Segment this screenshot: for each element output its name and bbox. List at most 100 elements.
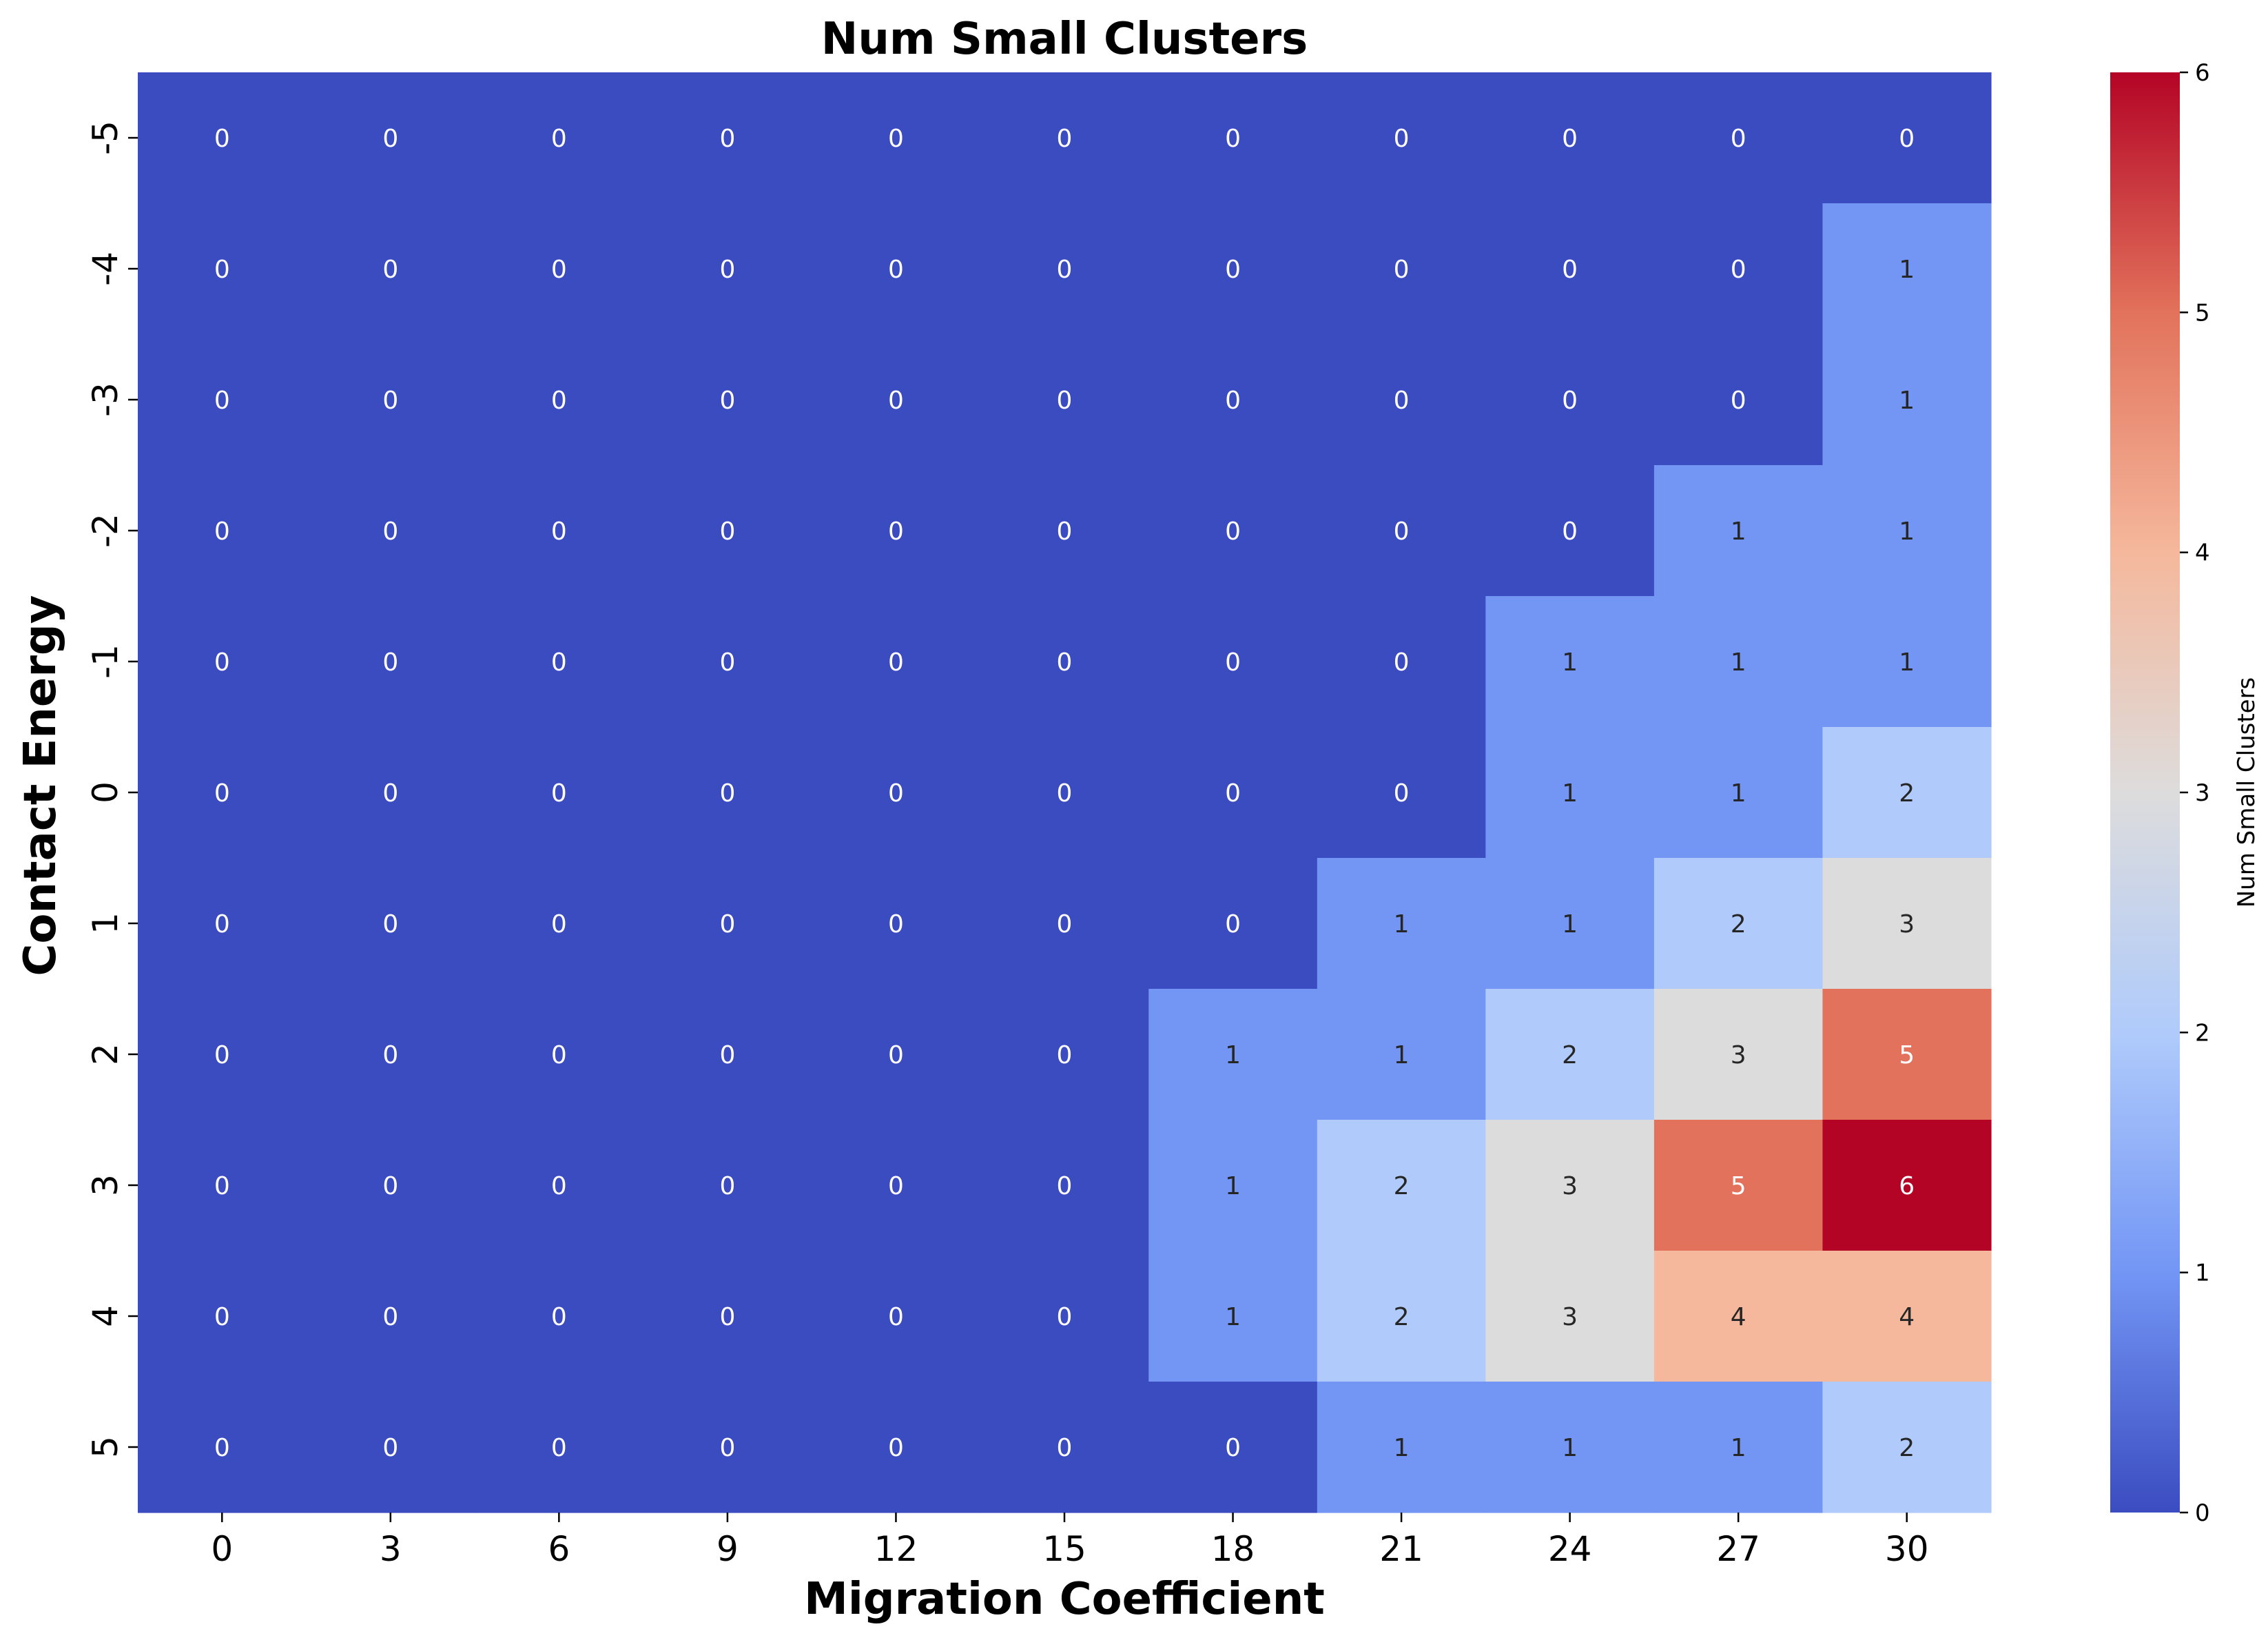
heatmap-cell bbox=[1653, 989, 1824, 1120]
heatmap-cell bbox=[1822, 72, 1992, 204]
heatmap-cell-label: 0 bbox=[382, 517, 398, 546]
heatmap-cell-label: 0 bbox=[551, 517, 567, 546]
chart-title: Num Small Clusters bbox=[821, 14, 1308, 65]
colorbar-label: Num Small Clusters bbox=[2233, 677, 2260, 908]
heatmap-cell-label: 0 bbox=[1057, 256, 1073, 284]
heatmap-cell bbox=[306, 858, 475, 990]
heatmap-cell bbox=[643, 727, 812, 859]
heatmap-cell-label: 1 bbox=[1731, 517, 1746, 546]
heatmap-cell bbox=[475, 596, 644, 728]
heatmap-cell bbox=[1653, 1251, 1824, 1382]
heatmap-cell-label: 0 bbox=[719, 1434, 735, 1462]
x-tick-label: 9 bbox=[717, 1529, 739, 1569]
colorbar-ticks: 0 1 2 3 4 5 6 bbox=[2180, 59, 2210, 1527]
heatmap-cell bbox=[980, 858, 1149, 990]
heatmap-cell-label: 0 bbox=[1731, 256, 1746, 284]
heatmap-cell bbox=[1653, 1382, 1824, 1513]
heatmap-cell bbox=[1148, 465, 1318, 597]
heatmap-cell bbox=[138, 72, 307, 204]
heatmap-cell-label: 1 bbox=[1562, 1434, 1578, 1462]
heatmap-cell-label: 0 bbox=[888, 779, 904, 808]
heatmap-cell bbox=[643, 1120, 812, 1251]
heatmap-cell bbox=[1148, 334, 1318, 466]
heatmap-cell-label: 0 bbox=[719, 387, 735, 415]
heatmap-cell-label: 5 bbox=[1899, 1041, 1915, 1069]
x-tick-label: 18 bbox=[1211, 1529, 1255, 1569]
heatmap-cell-label: 0 bbox=[719, 1303, 735, 1331]
colorbar-tick-label: 0 bbox=[2195, 1499, 2210, 1527]
heatmap-cell-label: 0 bbox=[551, 1172, 567, 1200]
heatmap-cell bbox=[306, 596, 475, 728]
y-tick-label: -5 bbox=[85, 121, 125, 155]
heatmap-cell-label: 0 bbox=[1731, 387, 1746, 415]
heatmap-cell bbox=[1317, 727, 1486, 859]
heatmap-cell-label: 0 bbox=[1057, 387, 1073, 415]
heatmap-cell bbox=[812, 596, 981, 728]
heatmap-cell bbox=[643, 858, 812, 990]
heatmap-cell bbox=[475, 727, 644, 859]
y-tick-label: -4 bbox=[85, 252, 125, 286]
heatmap-cell-label: 1 bbox=[1899, 517, 1915, 546]
heatmap-cell-label: 0 bbox=[551, 387, 567, 415]
heatmap-cell-label: 0 bbox=[1225, 1434, 1241, 1462]
heatmap-cell-label: 0 bbox=[1057, 1172, 1073, 1200]
heatmap-cell bbox=[812, 727, 981, 859]
heatmap-cell bbox=[1148, 596, 1318, 728]
heatmap-cell bbox=[980, 465, 1149, 597]
heatmap-cell bbox=[1485, 727, 1655, 859]
x-tick-label: 6 bbox=[548, 1529, 570, 1569]
colorbar-tick-label: 6 bbox=[2195, 59, 2210, 87]
heatmap-cell bbox=[306, 203, 475, 335]
heatmap-cell bbox=[1653, 465, 1824, 597]
x-tick-label: 27 bbox=[1716, 1529, 1760, 1569]
heatmap-cell bbox=[812, 1251, 981, 1382]
colorbar-tick-label: 5 bbox=[2195, 299, 2210, 327]
heatmap-cell-label: 3 bbox=[1562, 1303, 1578, 1331]
y-axis-ticks: -5 -4 -3 -2 -1 0 1 2 3 4 5 bbox=[85, 121, 138, 1458]
x-axis-label: Migration Coefficient bbox=[804, 1574, 1325, 1625]
heatmap-cell-label: 0 bbox=[1057, 1303, 1073, 1331]
heatmap-cell bbox=[306, 1382, 475, 1513]
heatmap-cell-label: 0 bbox=[382, 779, 398, 808]
heatmap-cell-label: 0 bbox=[1057, 910, 1073, 939]
heatmap-cell bbox=[643, 465, 812, 597]
heatmap-cell bbox=[1485, 465, 1655, 597]
heatmap-cell-label: 0 bbox=[1057, 1041, 1073, 1069]
heatmap-cell-label: 0 bbox=[382, 1303, 398, 1331]
heatmap-cell bbox=[980, 989, 1149, 1120]
heatmap-cell bbox=[1485, 1251, 1655, 1382]
heatmap-cell-label: 0 bbox=[1562, 387, 1578, 415]
heatmap-cell bbox=[1148, 1251, 1318, 1382]
heatmap-cell-label: 0 bbox=[214, 256, 230, 284]
heatmap-cell bbox=[1653, 72, 1824, 204]
heatmap-cell bbox=[1485, 334, 1655, 466]
heatmap-cell-label: 0 bbox=[1225, 517, 1241, 546]
y-tick-label: 5 bbox=[85, 1436, 125, 1458]
heatmap-cell bbox=[1148, 203, 1318, 335]
heatmap-cell-label: 0 bbox=[1225, 779, 1241, 808]
y-tick-label: 0 bbox=[85, 781, 125, 803]
heatmap-cell-label: 0 bbox=[1562, 256, 1578, 284]
heatmap-cell bbox=[475, 465, 644, 597]
heatmap-cell bbox=[812, 1120, 981, 1251]
heatmap-cell-label: 1 bbox=[1562, 779, 1578, 808]
heatmap-cell-label: 1 bbox=[1562, 648, 1578, 677]
heatmap-cell bbox=[1822, 1382, 1992, 1513]
heatmap-cell-label: 0 bbox=[719, 1041, 735, 1069]
heatmap-cell-label: 0 bbox=[719, 648, 735, 677]
heatmap-cell bbox=[306, 72, 475, 204]
heatmap-cell bbox=[1317, 465, 1486, 597]
heatmap-cell bbox=[643, 1251, 812, 1382]
x-tick-label: 30 bbox=[1885, 1529, 1929, 1569]
heatmap-cell bbox=[812, 72, 981, 204]
heatmap-cell bbox=[1148, 727, 1318, 859]
heatmap-cell-label: 0 bbox=[214, 1303, 230, 1331]
y-tick-label: -2 bbox=[85, 513, 125, 548]
heatmap-cell bbox=[1485, 989, 1655, 1120]
heatmap-cell bbox=[306, 465, 475, 597]
heatmap-cell bbox=[980, 72, 1149, 204]
heatmap-cell-label: 0 bbox=[551, 256, 567, 284]
heatmap-cell bbox=[1653, 596, 1824, 728]
heatmap-cell-label: 0 bbox=[1225, 910, 1241, 939]
heatmap-cell bbox=[1822, 989, 1992, 1120]
